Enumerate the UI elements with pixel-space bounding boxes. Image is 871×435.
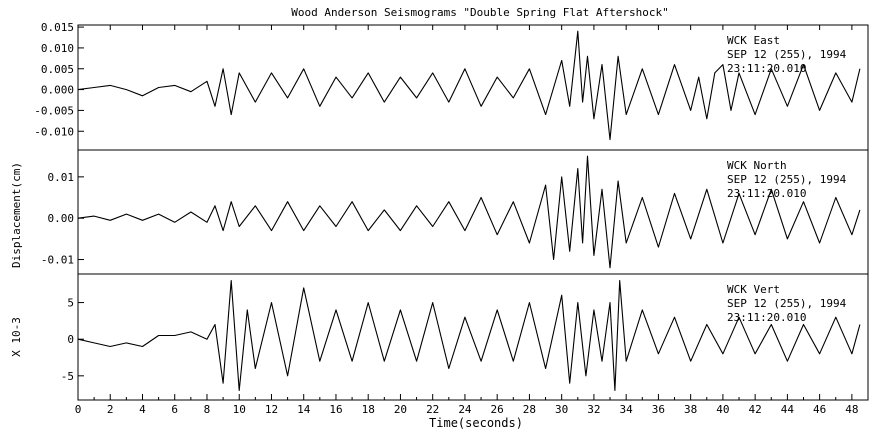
x-tick-label: 46 — [813, 403, 826, 416]
chart-title: Wood Anderson Seismograms "Double Spring… — [291, 6, 669, 19]
x-tick-label: 20 — [394, 403, 407, 416]
y-tick-label-east: 0.000 — [41, 84, 74, 97]
time-label-north: 23:11:20.010 — [727, 187, 806, 200]
x-tick-label: 26 — [491, 403, 504, 416]
shared-y-axis-label: Displacement(cm) — [10, 162, 23, 268]
y-tick-label-east: -0.005 — [34, 104, 74, 117]
time-label-vert: 23:11:20.010 — [727, 311, 806, 324]
x-tick-label: 38 — [684, 403, 697, 416]
x-tick-label: 4 — [139, 403, 146, 416]
x-tick-label: 22 — [426, 403, 439, 416]
trace-north — [77, 155, 861, 269]
time-label-east: 23:11:20.010 — [727, 62, 806, 75]
y-tick-label-east: 0.015 — [41, 21, 74, 34]
x-tick-label: 40 — [716, 403, 729, 416]
station-label-vert: WCK Vert — [727, 283, 780, 296]
y-axis-label-vert: X 10-3 — [10, 317, 23, 357]
x-tick-label: 30 — [555, 403, 568, 416]
x-axis: 0 2 4 6 8 10 12 14 16 18 20 22 24 26 28 30 32 34 36 38 40 42 4… — [75, 25, 859, 416]
panel-frame-vert — [77, 273, 869, 401]
y-tick-label-vert: 5 — [67, 297, 74, 310]
trace-vert — [77, 280, 861, 392]
x-tick-label: 36 — [652, 403, 665, 416]
x-tick-label: 8 — [204, 403, 211, 416]
x-tick-label: 32 — [587, 403, 600, 416]
y-tick-label-north: 0.01 — [48, 171, 75, 184]
x-tick-label: 0 — [75, 403, 82, 416]
x-tick-label: 18 — [362, 403, 375, 416]
x-axis-label: Time(seconds) — [429, 416, 523, 430]
y-tick-label-east: 0.010 — [41, 42, 74, 55]
x-tick-label: 44 — [781, 403, 795, 416]
station-label-north: WCK North — [727, 159, 787, 172]
y-tick-label-east: 0.005 — [41, 63, 74, 76]
x-tick-label: 42 — [749, 403, 762, 416]
station-label-east: WCK East — [727, 34, 780, 47]
y-tick-label-north: 0.00 — [48, 212, 75, 225]
panel-east: 0.015 0.010 0.005 0.000 -0.005 -0.010 WCK East… — [34, 21, 869, 151]
date-label-vert: SEP 12 (255), 1994 — [727, 297, 847, 310]
x-tick-label: 48 — [845, 403, 858, 416]
y-tick-label-vert: -5 — [61, 370, 74, 383]
date-label-north: SEP 12 (255), 1994 — [727, 173, 847, 186]
x-tick-label: 6 — [171, 403, 178, 416]
x-tick-label: 34 — [620, 403, 634, 416]
x-tick-label: 16 — [329, 403, 342, 416]
date-label-east: SEP 12 (255), 1994 — [727, 48, 847, 61]
y-tick-label-east: -0.010 — [34, 125, 74, 138]
x-tick-label: 14 — [297, 403, 311, 416]
x-tick-label: 2 — [107, 403, 114, 416]
x-tick-label: 28 — [523, 403, 536, 416]
x-tick-label: 10 — [233, 403, 246, 416]
trace-east — [77, 30, 861, 141]
x-tick-label: 12 — [265, 403, 278, 416]
y-tick-label-north: -0.01 — [41, 254, 74, 267]
x-tick-label: 24 — [458, 403, 472, 416]
y-tick-label-vert: 0 — [67, 333, 74, 346]
